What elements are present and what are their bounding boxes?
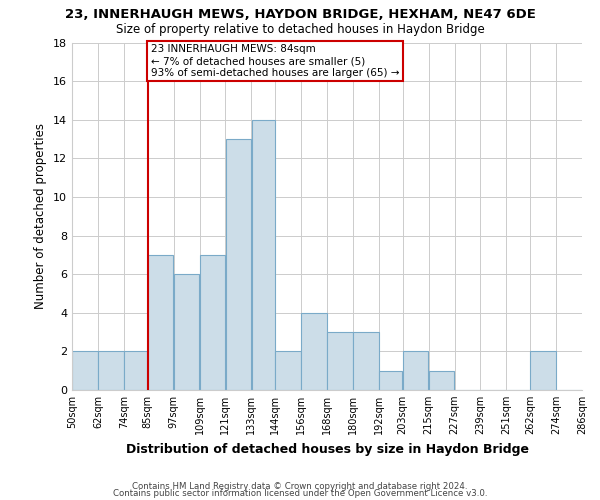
Bar [174, 274, 199, 390]
Bar [73, 352, 98, 390]
Bar [353, 332, 379, 390]
X-axis label: Distribution of detached houses by size in Haydon Bridge: Distribution of detached houses by size … [125, 442, 529, 456]
Text: 23, INNERHAUGH MEWS, HAYDON BRIDGE, HEXHAM, NE47 6DE: 23, INNERHAUGH MEWS, HAYDON BRIDGE, HEXH… [65, 8, 535, 20]
Bar [148, 255, 173, 390]
Bar [530, 352, 556, 390]
Text: 23 INNERHAUGH MEWS: 84sqm
← 7% of detached houses are smaller (5)
93% of semi-de: 23 INNERHAUGH MEWS: 84sqm ← 7% of detach… [151, 44, 400, 78]
Bar [275, 352, 301, 390]
Bar [429, 370, 454, 390]
Text: Contains HM Land Registry data © Crown copyright and database right 2024.: Contains HM Land Registry data © Crown c… [132, 482, 468, 491]
Text: Size of property relative to detached houses in Haydon Bridge: Size of property relative to detached ho… [116, 22, 484, 36]
Bar [200, 255, 225, 390]
Bar [226, 139, 251, 390]
Bar [98, 352, 124, 390]
Bar [328, 332, 353, 390]
Bar [379, 370, 403, 390]
Y-axis label: Number of detached properties: Number of detached properties [34, 123, 47, 309]
Bar [403, 352, 428, 390]
Bar [301, 313, 326, 390]
Text: Contains public sector information licensed under the Open Government Licence v3: Contains public sector information licen… [113, 490, 487, 498]
Bar [124, 352, 148, 390]
Bar [251, 120, 275, 390]
